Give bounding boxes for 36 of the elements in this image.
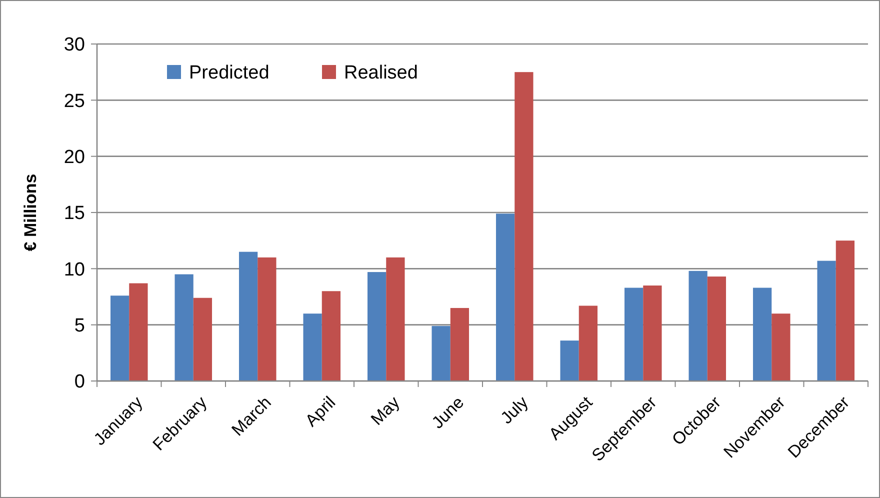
bar bbox=[578, 306, 598, 381]
bar bbox=[817, 260, 836, 381]
y-axis-title: € Millions bbox=[21, 174, 40, 252]
bar bbox=[836, 240, 855, 381]
bar bbox=[772, 314, 790, 381]
x-tick-label: July bbox=[497, 392, 532, 428]
bar bbox=[303, 314, 322, 381]
y-tick-label: 25 bbox=[64, 90, 85, 112]
bar bbox=[386, 257, 405, 381]
y-tick-label: 15 bbox=[64, 203, 85, 224]
bar bbox=[129, 283, 148, 381]
y-tick-label: 30 bbox=[64, 34, 85, 56]
bar bbox=[110, 296, 130, 381]
x-tick-label: May bbox=[367, 392, 404, 429]
bar bbox=[560, 340, 579, 381]
legend-label: Realised bbox=[344, 62, 418, 84]
bar bbox=[688, 270, 708, 381]
bar bbox=[707, 276, 726, 381]
y-tick-label: 5 bbox=[74, 315, 85, 336]
bar bbox=[496, 214, 515, 381]
bar bbox=[258, 257, 276, 381]
y-tick-label: 0 bbox=[74, 372, 85, 393]
legend-label: Predicted bbox=[189, 62, 270, 84]
bar bbox=[450, 308, 470, 381]
bar bbox=[322, 291, 341, 381]
bar bbox=[238, 252, 258, 381]
bar bbox=[432, 326, 450, 381]
bar bbox=[193, 298, 212, 381]
bar bbox=[643, 286, 662, 381]
bar bbox=[367, 272, 386, 381]
bar bbox=[174, 274, 194, 381]
bar bbox=[752, 288, 772, 381]
bar bbox=[514, 72, 534, 381]
bar bbox=[624, 288, 644, 381]
y-tick-label: 20 bbox=[64, 146, 85, 168]
y-tick-label: 10 bbox=[64, 259, 85, 280]
